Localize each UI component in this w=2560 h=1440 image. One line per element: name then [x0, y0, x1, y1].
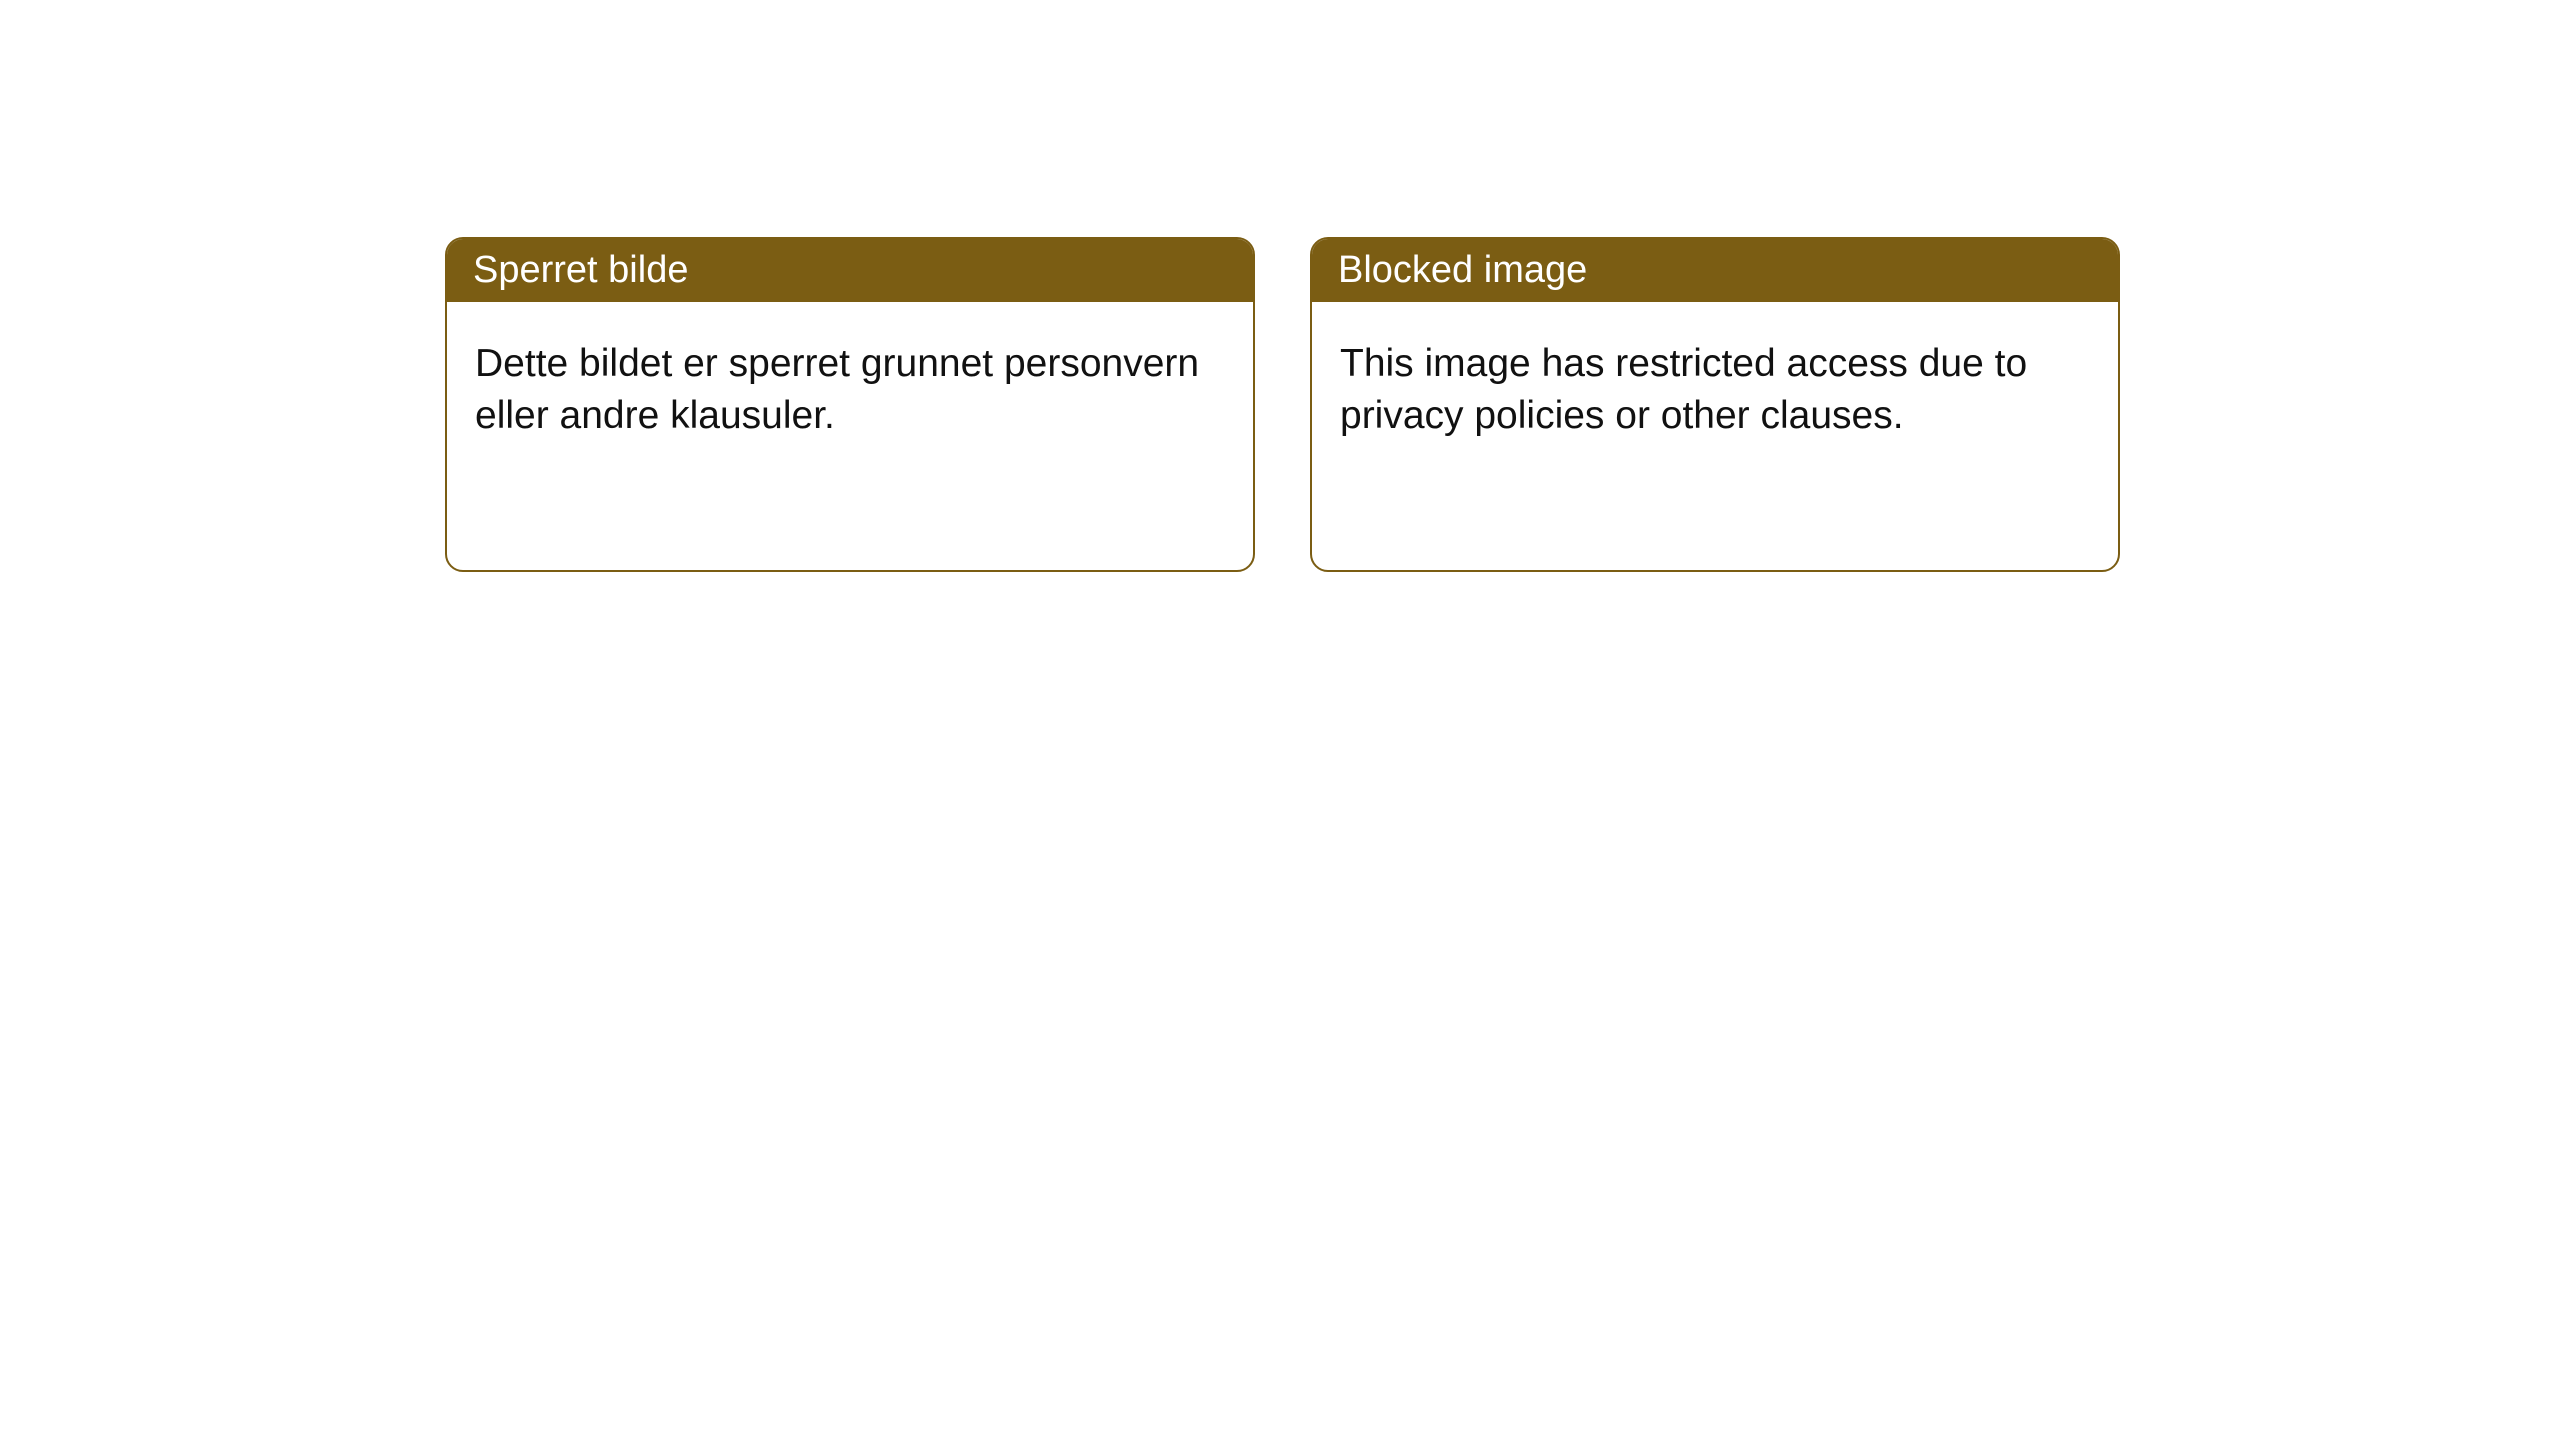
notice-card-english: Blocked image This image has restricted … — [1310, 237, 2120, 572]
card-message-norwegian: Dette bildet er sperret grunnet personve… — [475, 342, 1199, 437]
card-header-norwegian: Sperret bilde — [447, 239, 1253, 302]
card-title-norwegian: Sperret bilde — [473, 249, 688, 291]
notice-card-norwegian: Sperret bilde Dette bildet er sperret gr… — [445, 237, 1255, 572]
notice-container: Sperret bilde Dette bildet er sperret gr… — [445, 237, 2120, 572]
card-header-english: Blocked image — [1312, 239, 2118, 302]
card-body-english: This image has restricted access due to … — [1312, 302, 2118, 478]
card-body-norwegian: Dette bildet er sperret grunnet personve… — [447, 302, 1253, 478]
card-title-english: Blocked image — [1338, 249, 1587, 291]
card-message-english: This image has restricted access due to … — [1340, 342, 2027, 437]
